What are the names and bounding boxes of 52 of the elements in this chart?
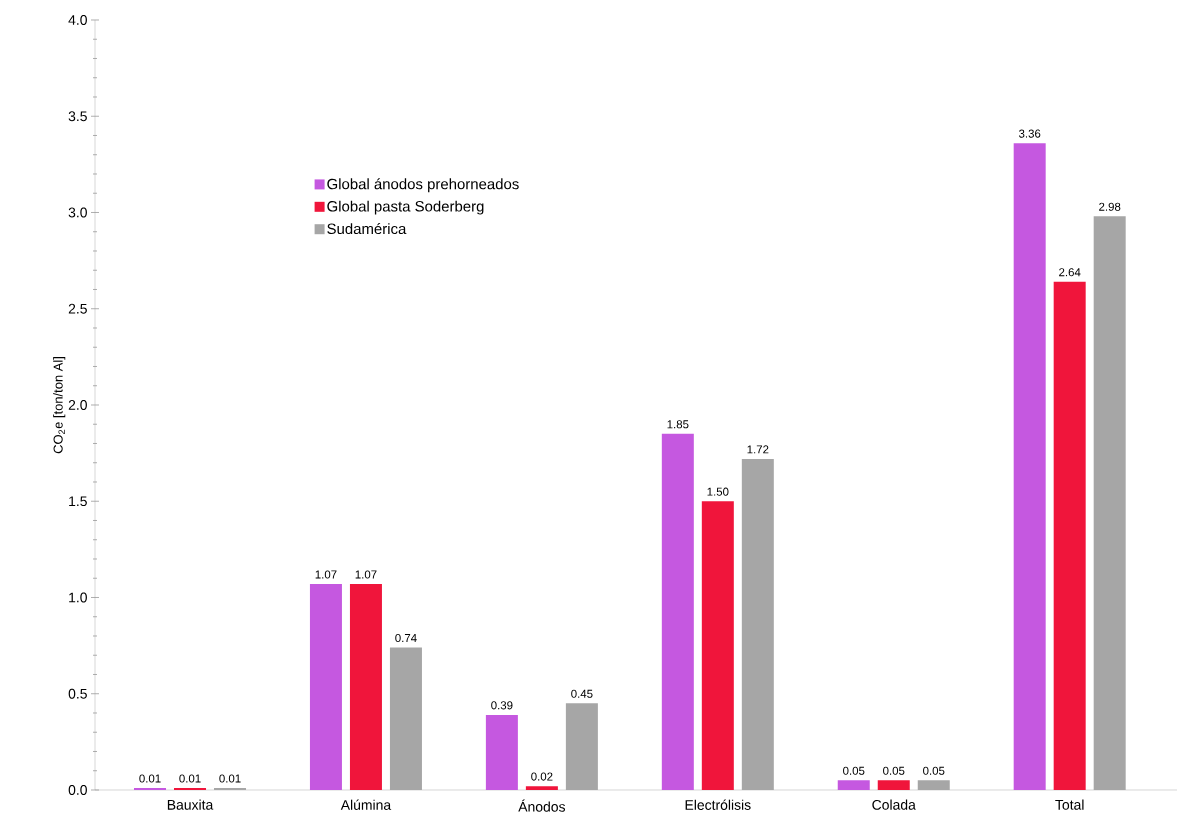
y-tick-label: 3.0 [68, 207, 87, 218]
data-label: 0.01 [179, 774, 201, 783]
bar [565, 703, 598, 790]
x-tick-label: Bauxita [167, 799, 214, 810]
legend-label: Global ánodos prehorneados [327, 178, 519, 193]
bar [485, 714, 518, 790]
x-tick-label: Electrólisis [685, 799, 751, 810]
bar [917, 780, 950, 790]
y-axis-title: CO$_{2}$e [ton/ton Al] [53, 357, 66, 454]
bar [661, 433, 694, 790]
bar [741, 458, 774, 790]
y-tick-label: 1.0 [69, 592, 87, 603]
bar [1013, 143, 1046, 790]
x-tick-label: Colada [872, 799, 916, 810]
y-tick-label: 4.0 [68, 15, 87, 25]
data-label: 0.02 [531, 772, 553, 781]
y-tick-label: 2.5 [68, 303, 87, 314]
bar [525, 786, 558, 790]
y-tick-label: 2.0 [68, 400, 87, 410]
data-label: 0.05 [843, 766, 865, 775]
bar [349, 584, 382, 790]
data-label: 1.07 [315, 570, 337, 579]
data-label: 0.01 [139, 774, 161, 783]
data-label: 1.85 [667, 420, 689, 429]
bar [309, 584, 342, 790]
data-label: 0.05 [923, 766, 945, 775]
y-tick-label: 3.5 [68, 111, 87, 122]
data-label: 2.98 [1099, 202, 1121, 211]
legend-label: Sudamérica [327, 222, 407, 235]
bar [1053, 281, 1086, 790]
legend-label: Global pasta Soderberg [327, 200, 484, 215]
data-label: 0.05 [883, 766, 905, 775]
x-tick-label: Alúmina [340, 799, 392, 810]
y-tick-label: 0.0 [68, 785, 87, 795]
bar [389, 647, 422, 790]
data-label: 0.39 [491, 701, 513, 710]
data-label: 0.74 [395, 633, 417, 643]
data-label: 0.01 [219, 774, 241, 783]
data-label: 3.36 [1018, 129, 1041, 138]
y-tick-label: 0.5 [68, 688, 87, 699]
data-label: 1.50 [707, 487, 729, 496]
data-label: 2.64 [1059, 268, 1081, 277]
bar [837, 780, 870, 790]
x-tick-label: Ánodos [518, 799, 566, 812]
bar [1093, 216, 1126, 790]
data-label: 1.07 [355, 570, 377, 579]
bar [701, 501, 734, 790]
bar [877, 780, 910, 790]
x-tick-label: Total [1055, 799, 1084, 810]
y-tick-label: 1.5 [69, 496, 87, 507]
data-label: 0.45 [571, 689, 593, 698]
data-label: 1.72 [747, 445, 769, 454]
